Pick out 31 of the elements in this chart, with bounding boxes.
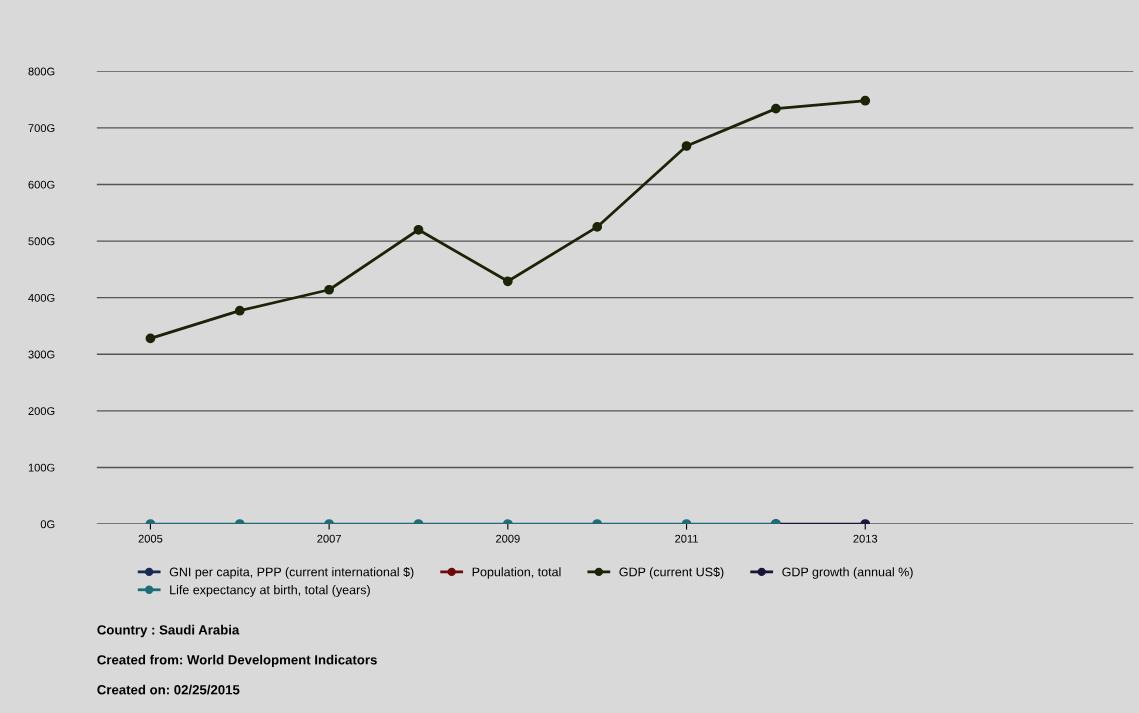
legend-label: Life expectancy at birth, total (years) — [170, 585, 370, 597]
point — [502, 276, 513, 287]
point — [413, 224, 424, 235]
y-tick-label: 100G — [28, 463, 55, 472]
point — [145, 333, 156, 344]
y-tick-label: 700G — [28, 124, 55, 133]
y-tick-label: 600G — [28, 180, 55, 189]
y-tick-label: 0G — [40, 520, 55, 529]
point — [324, 284, 334, 295]
point — [234, 305, 245, 316]
point — [860, 95, 871, 106]
x-tick-label: 2009 — [496, 534, 520, 543]
x-tick-label: 2013 — [853, 534, 878, 543]
point — [592, 222, 603, 232]
y-tick-label: 200G — [28, 407, 55, 415]
x-tick-label: 2011 — [675, 534, 698, 543]
text: Country : Saudi Arabia — [97, 624, 240, 638]
point — [681, 141, 692, 151]
text: Created from: World Development Indicators — [97, 654, 377, 668]
legend-label: GDP growth (annual %) — [782, 567, 913, 579]
x-tick-label: 2007 — [317, 534, 341, 543]
y-tick-label: 500G — [28, 237, 55, 246]
x-tick-label: 2005 — [138, 534, 163, 543]
y-tick-label: 300G — [28, 350, 55, 359]
legend-label: Population, total — [472, 567, 561, 579]
legend-label: GNI per capita, PPP (current international $) — [169, 567, 414, 579]
point — [771, 103, 781, 114]
y-tick-label: 400G — [28, 293, 55, 302]
text: Created on: 02/25/2015 — [97, 684, 240, 695]
y-tick-label: 800G — [28, 67, 55, 76]
legend-label: GDP (current US$) — [619, 567, 724, 579]
